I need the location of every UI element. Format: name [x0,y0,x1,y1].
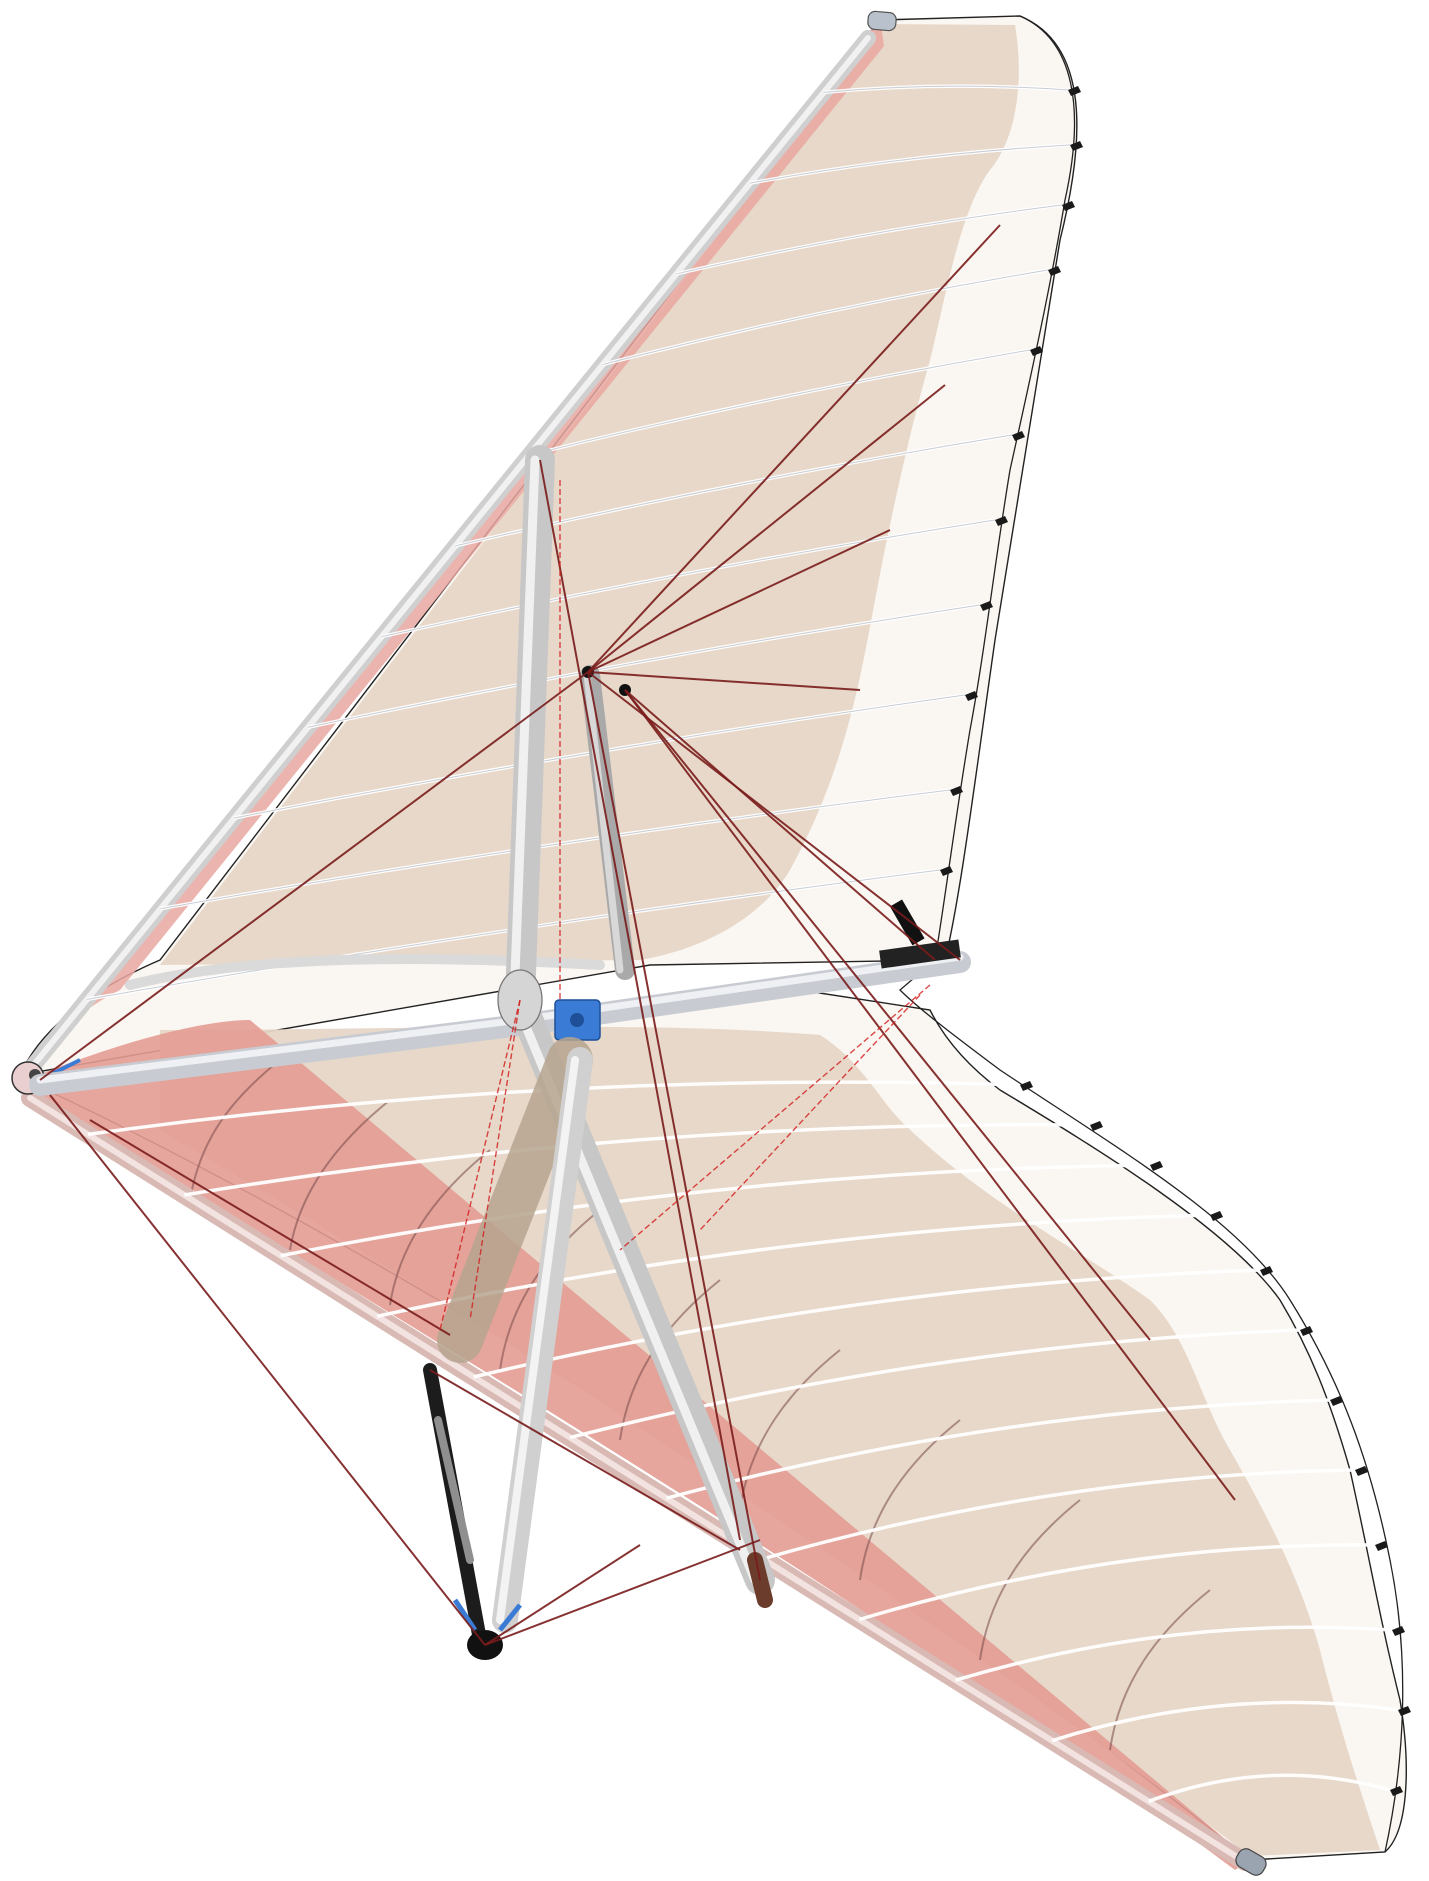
lower-batten [473,1268,1261,1379]
batten-tip-hook-icon [1048,266,1061,276]
luff-line [619,984,931,1251]
batten-tip-hook-icon [1030,346,1043,356]
batten-tip-hook-icon [965,691,978,701]
lower-batten [569,1328,1301,1440]
crossbar-end-fitting [879,899,961,969]
wingtip-cap-icon [867,10,897,32]
batten-tip-hook-icon [1150,1161,1163,1171]
batten-tip-hook-icon [1020,1081,1033,1091]
lower-batten [1147,1773,1391,1804]
upper-batten-edge [528,349,1031,456]
batten-tip-hook-icon [1375,1541,1388,1551]
batten-tip-hook-icon [1398,1706,1411,1716]
batten-tip-hook-icon [1392,1626,1405,1636]
lower-batten [184,1122,1091,1197]
upper-batten-edge [307,604,981,728]
batten-tip-hook-icon [1330,1396,1343,1406]
upper-batten-edge [160,789,951,910]
rigging-cable [624,689,936,961]
rigging-cable [539,459,741,1541]
upper-wing-sail-fill [160,24,1019,965]
batten-tip-hook-icon [995,516,1008,526]
lower-batten [280,1163,1151,1258]
batten-tip-hook-icon [950,786,963,796]
batten-tip-hook-icon [1355,1466,1368,1476]
batten-tip-hook-icon [980,601,993,611]
rigging-cable [624,689,1151,1341]
batten-tip-hook-icon [1062,201,1075,211]
rigging-cable [89,1119,451,1336]
rigging-cable [484,1544,641,1646]
lower-batten [858,1543,1376,1622]
rigging-cable [587,671,861,691]
wingtip-cap-icon [1235,1848,1267,1876]
batten-tip-hook-icon [940,866,953,876]
lower-batten [1051,1700,1399,1743]
lower-batten [955,1625,1393,1682]
control-frame [423,1037,593,1660]
lower-leading-edge-band [25,1020,1250,1870]
rigging-cable [587,224,1001,673]
upper-batten-edge [823,85,1069,93]
lower-wing [21,989,1407,1876]
lower-batten [665,1398,1331,1500]
hang-bracket-icon [554,999,601,1041]
rigging-cable [484,1539,761,1646]
rigging-cable [624,689,1236,1501]
lower-sail-ribs [189,1059,1211,1751]
upper-batten-edge [750,144,1071,184]
batten-tip-hook-icon [1068,86,1081,96]
trailing-edge-line [899,15,1404,1853]
batten-tip-hook-icon [1300,1326,1313,1336]
upper-batten-edge [381,519,996,638]
batten-tip-hook-icon [1012,431,1025,441]
lower-batten [762,1468,1356,1561]
rigging-cables [39,224,1236,1646]
luff-line [439,999,521,1331]
batten-tip-hook-icon [1070,141,1083,151]
batten-tip-hook-icon [1390,1786,1403,1796]
upper-wing [18,10,1078,1080]
rigging-cable [587,384,946,673]
batten-tip-hook-icon [1090,1121,1103,1131]
rigging-cable [429,1369,741,1551]
upper-batten-edge [676,204,1063,275]
rigging-cable [49,1094,486,1646]
batten-tip-hook-icon [1260,1266,1273,1276]
upper-batten-edge [602,269,1049,365]
rigging-cable [587,529,891,673]
batten-tip-hook-icon [1210,1211,1223,1221]
batten-tip-hooks [940,86,1411,1796]
rigging-cable [39,671,589,1081]
rigging-cable [587,671,761,1581]
